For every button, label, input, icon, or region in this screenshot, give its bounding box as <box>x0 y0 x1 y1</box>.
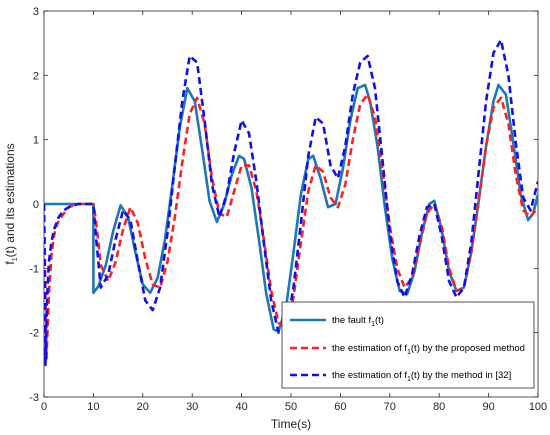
svg-text:f1(t) and its estimations: f1(t) and its estimations <box>3 143 19 264</box>
legend-entry-2: the estimation of f1(t) by the method in… <box>332 370 511 383</box>
legend-box <box>281 301 535 389</box>
y-axis-label-main: f <box>3 261 17 265</box>
y-tick-label-3: 0 <box>33 199 39 211</box>
x-tick-label-5: 50 <box>285 401 297 413</box>
y-tick-label-2: -1 <box>29 263 39 275</box>
x-tick-label-4: 40 <box>235 401 247 413</box>
legend-entry-1: the estimation of f1(t) by the proposed … <box>332 343 525 356</box>
axis-ticks: 0 10 20 30 40 50 60 70 80 90 100 -3 -2 -1 0 1 2 3 <box>29 6 547 413</box>
x-tick-label-6: 60 <box>334 401 346 413</box>
x-tick-label-7: 70 <box>384 401 396 413</box>
y-tick-label-6: 3 <box>33 6 39 18</box>
legend-entry-0: the fault f1(t) <box>332 315 384 328</box>
x-axis-label: Time(s) <box>271 417 311 431</box>
x-tick-label-8: 80 <box>433 401 445 413</box>
x-tick-label-3: 30 <box>186 401 198 413</box>
series-lines <box>44 38 538 367</box>
y-axis-label: f1(t) and its estimations <box>3 143 19 264</box>
x-tick-label-2: 20 <box>137 401 149 413</box>
y-tick-label-1: -2 <box>29 328 39 340</box>
x-tick-label-10: 100 <box>529 401 547 413</box>
series-line-2 <box>44 38 538 367</box>
y-axis-label-rest: (t) and its estimations <box>3 143 17 257</box>
y-tick-label-5: 2 <box>33 70 39 82</box>
x-tick-label-1: 10 <box>87 401 99 413</box>
x-tick-label-0: 0 <box>41 401 47 413</box>
y-tick-label-4: 1 <box>33 135 39 147</box>
series-line-1 <box>44 93 538 360</box>
x-tick-label-9: 90 <box>482 401 494 413</box>
legend: the fault f1(t) the estimation of f1(t) … <box>281 301 535 389</box>
y-tick-label-0: -3 <box>29 392 39 404</box>
y-axis-label-sub: 1 <box>12 257 19 261</box>
